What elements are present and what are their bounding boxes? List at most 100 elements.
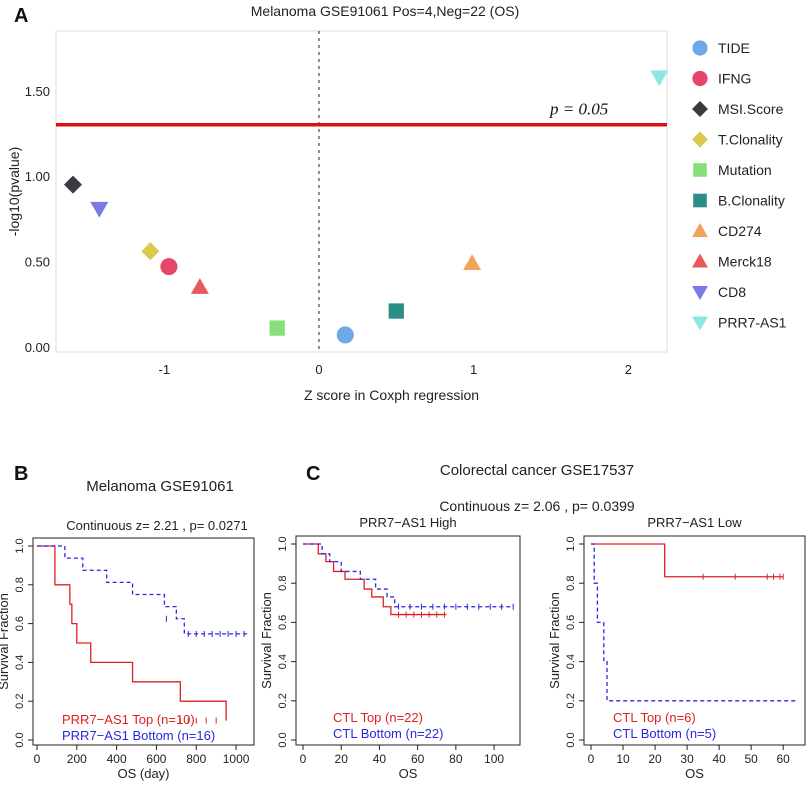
chart-a-title: Melanoma GSE91061 Pos=4,Neg=22 (OS) (251, 3, 520, 19)
chart-c1-legend-1: CTL Bottom (n=22) (333, 726, 443, 741)
chart-c2-legend-0: CTL Top (n=6) (613, 710, 696, 725)
chart-a-legend-marker (693, 193, 707, 208)
chart-a-legend-label: CD274 (718, 223, 762, 239)
chart-b-legend-1: PRR7−AS1 Bottom (n=16) (62, 728, 215, 743)
panel-letter-b: B (14, 463, 28, 485)
chart-a-xtick-label: -1 (158, 362, 170, 377)
chart-c1-ytick-label: 0.4 (277, 654, 289, 669)
chart-a-legend-marker (692, 286, 708, 300)
chart-a-legend-marker (692, 131, 708, 148)
chart-a-point-msi-score (64, 175, 83, 194)
chart-a-ytick-label: 0.50 (25, 255, 50, 270)
chart-b-xtick-label: 600 (146, 752, 166, 766)
chart-c2-ytick-label: 0.6 (565, 615, 577, 630)
chart-a-legend-label: B.Clonality (718, 193, 785, 209)
chart-c-group-title: Colorectal cancer GSE17537 (440, 462, 634, 479)
chart-c2-ytick-label: 0.0 (565, 732, 577, 747)
chart-c1-xtick-label: 0 (300, 752, 307, 766)
chart-c1-ytick-label: 0.0 (277, 732, 289, 747)
chart-c2-xtick-label: 10 (616, 752, 630, 766)
chart-c1-series-0-line (303, 543, 447, 616)
chart-c1-frame (295, 535, 521, 746)
chart-c1-title: PRR7−AS1 High (359, 515, 456, 530)
chart-c2-legend-1: CTL Bottom (n=5) (613, 726, 716, 741)
chart-a-ytick-label: 1.00 (25, 169, 50, 184)
chart-b-ylabel: Survival Fraction (0, 593, 11, 690)
chart-b-xlabel: OS (day) (117, 766, 169, 781)
chart-c1-ytick-label: 0.6 (277, 615, 289, 630)
chart-b-subtitle: Continuous z= 2.21 , p= 0.0271 (66, 518, 247, 533)
chart-a-point-cd274 (463, 254, 482, 270)
chart-b-frame (32, 537, 255, 746)
chart-a-legend-label: T.Clonality (718, 132, 783, 148)
chart-c1-xtick-label: 80 (449, 752, 463, 766)
chart-b-xtick-label: 1000 (223, 752, 250, 766)
chart-a-threshold-label: p = 0.05 (549, 100, 608, 119)
chart-b-xtick-label: 0 (34, 752, 41, 766)
panel-letter-c: C (306, 463, 320, 485)
chart-c1-ytick-label: 0.2 (277, 693, 289, 708)
chart-c2-xtick-label: 40 (712, 752, 726, 766)
chart-a-point-ifng (160, 258, 178, 276)
chart-a-legend-label: Mutation (718, 162, 772, 178)
chart-b-ytick-label: 0.6 (14, 616, 26, 631)
chart-c1-ytick-label: 0.8 (277, 576, 289, 591)
chart-a-point-cd8 (90, 201, 109, 218)
chart-c1-xtick-label: 100 (484, 752, 504, 766)
chart-c2-xlabel: OS (685, 766, 704, 781)
chart-c2-title: PRR7−AS1 Low (647, 515, 742, 530)
chart-a-legend-marker (692, 40, 708, 56)
chart-a-legend-label: TIDE (718, 40, 750, 56)
chart-a-frame (55, 30, 668, 353)
chart-b-title: Melanoma GSE91061 (86, 478, 234, 495)
chart-b-series-0-line (37, 545, 227, 721)
chart-b-ytick-label: 0.8 (14, 577, 26, 592)
chart-a-ytick-label: 1.50 (25, 84, 50, 99)
chart-a-xtick-label: 0 (315, 362, 322, 377)
chart-c2-series-1-line (591, 543, 796, 702)
chart-a-ylabel: -log10(pvalue) (6, 147, 22, 237)
chart-c1-xtick-label: 20 (335, 752, 349, 766)
chart-c1-series-1-line (303, 543, 514, 608)
chart-a-point-b-clonality (388, 303, 404, 319)
chart-c2-ytick-label: 0.8 (565, 576, 577, 591)
chart-a-legend-label: IFNG (718, 71, 751, 87)
chart-c2-series-0-line (591, 543, 784, 578)
chart-b-ytick-label: 0.4 (14, 655, 26, 670)
chart-a-legend-marker (692, 101, 708, 117)
chart-c1-legend-0: CTL Top (n=22) (333, 710, 423, 725)
chart-b-ytick-label: 0.2 (14, 694, 26, 709)
chart-b-ytick-label: 1.0 (14, 538, 26, 553)
chart-c1-ylabel: Survival Fraction (259, 592, 274, 689)
chart-a-legend-marker (692, 253, 708, 268)
chart-a-xlabel: Z score in Coxph regression (304, 387, 479, 403)
chart-a-ytick-label: 0.00 (25, 340, 50, 355)
panel-letter-a: A (14, 5, 28, 27)
chart-a-legend-label: CD8 (718, 284, 746, 300)
chart-c-group-subtitle: Continuous z= 2.06 , p= 0.0399 (439, 498, 635, 514)
chart-a-legend-label: Merck18 (718, 254, 772, 270)
chart-c1-ytick-label: 1.0 (277, 536, 289, 551)
chart-c2-xtick-label: 50 (744, 752, 758, 766)
chart-b-xtick-label: 400 (107, 752, 127, 766)
chart-a-point-prr7-as1 (650, 70, 669, 87)
chart-c2-xtick-label: 60 (777, 752, 791, 766)
chart-a-legend-label: MSI.Score (718, 101, 784, 117)
chart-a-xtick-label: 1 (470, 362, 477, 377)
chart-a-legend-marker (693, 163, 707, 177)
chart-a-point-mutation (269, 320, 285, 336)
chart-a-legend-marker (692, 70, 708, 87)
chart-c2-ytick-label: 0.2 (565, 693, 577, 708)
chart-c1-xlabel: OS (399, 766, 418, 781)
chart-c1-xtick-label: 60 (411, 752, 425, 766)
chart-c2-frame (583, 535, 806, 746)
chart-a-point-tide (336, 326, 354, 344)
chart-a-xtick-label: 2 (625, 362, 632, 377)
chart-c2-xtick-label: 30 (680, 752, 694, 766)
chart-b-xtick-label: 200 (67, 752, 87, 766)
chart-c2-ytick-label: 0.4 (565, 654, 577, 669)
chart-b-ytick-label: 0.0 (14, 732, 26, 747)
chart-a-point-merck18 (190, 278, 209, 294)
